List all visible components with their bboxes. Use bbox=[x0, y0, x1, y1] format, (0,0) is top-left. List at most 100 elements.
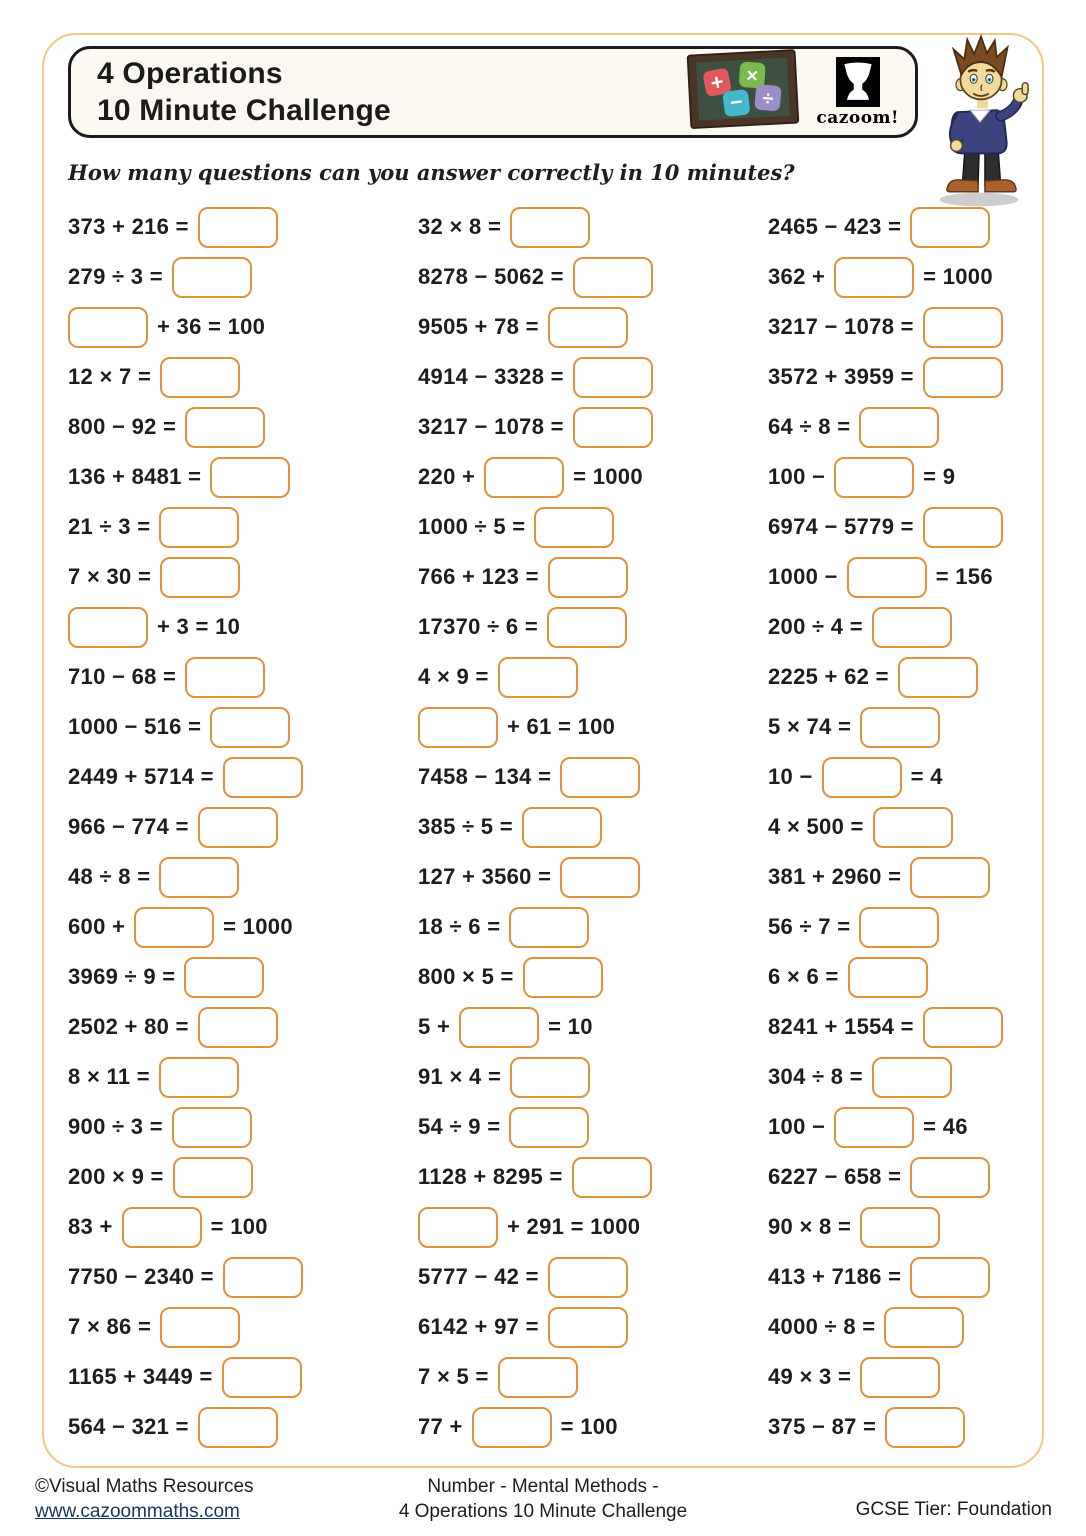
answer-box[interactable] bbox=[172, 1156, 253, 1198]
problem-row: 100 − = 9 bbox=[768, 452, 1018, 502]
answer-box[interactable] bbox=[571, 1156, 652, 1198]
answer-box[interactable] bbox=[572, 356, 653, 398]
answer-box[interactable] bbox=[210, 456, 291, 498]
answer-box[interactable] bbox=[872, 806, 953, 848]
problem-row: 1000 − = 156 bbox=[768, 552, 1018, 602]
equation-text: 4 × 500 = bbox=[768, 814, 864, 839]
equation-text: 800 − 92 = bbox=[68, 414, 177, 439]
answer-box[interactable] bbox=[834, 256, 915, 298]
answer-box[interactable] bbox=[521, 806, 602, 848]
answer-box[interactable] bbox=[884, 1306, 965, 1348]
answer-box[interactable] bbox=[497, 1356, 578, 1398]
answer-box[interactable] bbox=[560, 856, 641, 898]
answer-box[interactable] bbox=[484, 456, 565, 498]
answer-box[interactable] bbox=[134, 906, 215, 948]
equation-text: 4914 − 3328 = bbox=[418, 364, 564, 389]
answer-box[interactable] bbox=[522, 956, 603, 998]
answer-box[interactable] bbox=[185, 656, 266, 698]
answer-box[interactable] bbox=[510, 206, 591, 248]
problem-row: 220 + = 1000 bbox=[418, 452, 768, 502]
answer-box[interactable] bbox=[547, 556, 628, 598]
answer-box[interactable] bbox=[171, 1106, 252, 1148]
answer-box[interactable] bbox=[910, 856, 991, 898]
answer-box[interactable] bbox=[910, 1256, 991, 1298]
answer-box[interactable] bbox=[197, 806, 278, 848]
answer-box[interactable] bbox=[222, 756, 303, 798]
equation-text: 375 − 87 = bbox=[768, 1414, 877, 1439]
answer-box[interactable] bbox=[846, 556, 927, 598]
answer-box[interactable] bbox=[897, 656, 978, 698]
answer-box[interactable] bbox=[510, 1056, 591, 1098]
answer-box[interactable] bbox=[871, 1056, 952, 1098]
problem-row: 304 ÷ 8 = bbox=[768, 1052, 1018, 1102]
answer-box[interactable] bbox=[547, 1256, 628, 1298]
answer-box[interactable] bbox=[160, 356, 241, 398]
equation-text: 600 + bbox=[68, 914, 126, 939]
problem-row: 6 × 6 = bbox=[768, 952, 1018, 1002]
answer-box[interactable] bbox=[910, 206, 991, 248]
answer-box[interactable] bbox=[547, 306, 628, 348]
answer-box[interactable] bbox=[860, 1356, 941, 1398]
answer-box[interactable] bbox=[185, 406, 266, 448]
problem-row: 1165 + 3449 = bbox=[68, 1352, 418, 1402]
answer-box[interactable] bbox=[859, 906, 940, 948]
answer-box[interactable] bbox=[121, 1206, 202, 1248]
answer-box[interactable] bbox=[497, 656, 578, 698]
answer-box[interactable] bbox=[509, 1106, 590, 1148]
answer-box[interactable] bbox=[834, 456, 915, 498]
answer-box[interactable] bbox=[560, 756, 641, 798]
answer-box[interactable] bbox=[160, 556, 241, 598]
answer-box[interactable] bbox=[534, 506, 615, 548]
answer-box[interactable] bbox=[210, 706, 291, 748]
answer-box[interactable] bbox=[859, 406, 940, 448]
answer-box[interactable] bbox=[821, 756, 902, 798]
answer-box[interactable] bbox=[221, 1356, 302, 1398]
answer-box[interactable] bbox=[922, 506, 1003, 548]
title-line-2: 10 Minute Challenge bbox=[97, 94, 391, 127]
answer-box[interactable] bbox=[222, 1256, 303, 1298]
topic-line-1: Number - Mental Methods - bbox=[427, 1476, 659, 1497]
answer-box[interactable] bbox=[184, 956, 265, 998]
answer-box[interactable] bbox=[471, 1406, 552, 1448]
answer-box[interactable] bbox=[860, 706, 941, 748]
answer-box[interactable] bbox=[171, 256, 252, 298]
answer-box[interactable] bbox=[197, 1006, 278, 1048]
answer-box[interactable] bbox=[197, 1406, 278, 1448]
answer-box[interactable] bbox=[159, 506, 240, 548]
answer-box[interactable] bbox=[871, 606, 952, 648]
answer-box[interactable] bbox=[885, 1406, 966, 1448]
equation-text: 136 + 8481 = bbox=[68, 464, 202, 489]
answer-box[interactable] bbox=[68, 306, 148, 348]
answer-box[interactable] bbox=[160, 1306, 241, 1348]
answer-box[interactable] bbox=[197, 206, 278, 248]
website-link[interactable]: www.cazoommaths.com bbox=[35, 1501, 240, 1522]
answer-box[interactable] bbox=[847, 956, 928, 998]
equation-text: 6142 + 97 = bbox=[418, 1314, 539, 1339]
answer-box[interactable] bbox=[572, 406, 653, 448]
equation-text: 4 × 9 = bbox=[418, 664, 489, 689]
problem-row: 91 × 4 = bbox=[418, 1052, 768, 1102]
answer-box[interactable] bbox=[547, 1306, 628, 1348]
problem-row: 2465 − 423 = bbox=[768, 202, 1018, 252]
answer-box[interactable] bbox=[68, 606, 148, 648]
answer-box[interactable] bbox=[509, 906, 590, 948]
equation-text: 710 − 68 = bbox=[68, 664, 177, 689]
answer-box[interactable] bbox=[860, 1206, 941, 1248]
problem-row: 385 ÷ 5 = bbox=[418, 802, 768, 852]
answer-box[interactable] bbox=[418, 1206, 498, 1248]
answer-box[interactable] bbox=[910, 1156, 991, 1198]
equation-text: 200 ÷ 4 = bbox=[768, 614, 863, 639]
answer-box[interactable] bbox=[159, 856, 240, 898]
answer-box[interactable] bbox=[922, 1006, 1003, 1048]
answer-box[interactable] bbox=[834, 1106, 915, 1148]
answer-box[interactable] bbox=[922, 306, 1003, 348]
answer-box[interactable] bbox=[158, 1056, 239, 1098]
equation-text: 3217 − 1078 = bbox=[418, 414, 564, 439]
answer-box[interactable] bbox=[922, 356, 1003, 398]
answer-box[interactable] bbox=[418, 706, 498, 748]
answer-box[interactable] bbox=[572, 256, 653, 298]
problem-row: 5777 − 42 = bbox=[418, 1252, 768, 1302]
equation-text: 800 × 5 = bbox=[418, 964, 514, 989]
answer-box[interactable] bbox=[459, 1006, 540, 1048]
answer-box[interactable] bbox=[546, 606, 627, 648]
